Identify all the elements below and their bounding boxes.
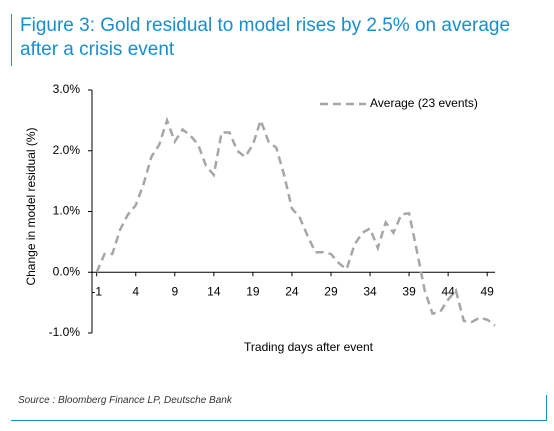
x-tick-label: 34 [363, 284, 377, 298]
x-tick-label: 29 [324, 284, 338, 298]
x-tick-label: 49 [481, 284, 495, 298]
title-bar [11, 14, 12, 66]
x-tick-label: 4 [132, 284, 139, 298]
footer-line [11, 420, 547, 421]
legend-label: Average (23 events) [370, 96, 478, 110]
y-tick-label: 2.0% [53, 143, 81, 157]
x-tick-label: 19 [246, 284, 260, 298]
chart-title: Figure 3: Gold residual to model rises b… [20, 15, 511, 60]
x-axis-label: Trading days after event [244, 340, 374, 354]
y-tick-label: -1.0% [49, 325, 81, 339]
series-line [95, 116, 496, 327]
x-tick-label: 9 [171, 284, 178, 298]
y-tick-label: 0.0% [53, 264, 81, 278]
x-tick-label: 44 [441, 284, 455, 298]
x-tick-label: -1 [91, 284, 102, 298]
y-tick-label: 1.0% [53, 204, 81, 218]
x-tick-label: 39 [402, 284, 416, 298]
y-axis-label: Change in model residual (%) [24, 127, 38, 285]
x-tick-label: 14 [207, 284, 221, 298]
footer-corner [546, 395, 547, 421]
source: Source : Bloomberg Finance LP, Deutsche … [18, 395, 232, 406]
x-tick-label: 24 [285, 284, 299, 298]
y-tick-label: 3.0% [53, 82, 81, 96]
